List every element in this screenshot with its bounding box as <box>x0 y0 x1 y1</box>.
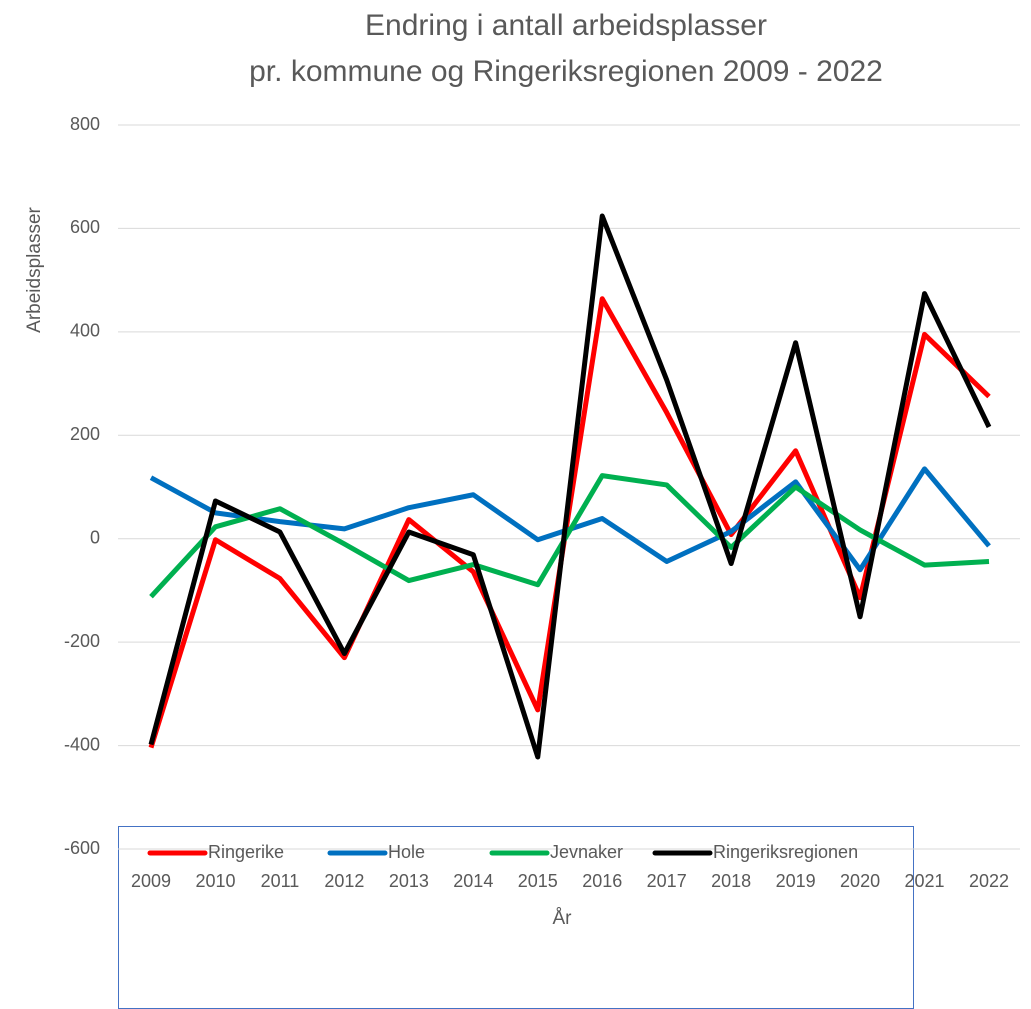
y-tick-label: 600 <box>70 217 100 237</box>
y-tick-label: -200 <box>64 631 100 651</box>
chart-title: pr. kommune og Ringeriksregionen 2009 - … <box>249 55 883 88</box>
legend-label: Ringerike <box>208 842 284 862</box>
x-tick-label: 2020 <box>840 871 880 891</box>
x-tick-label: 2011 <box>261 871 300 891</box>
x-tick-label: 2019 <box>776 871 816 891</box>
y-axis-title: Arbeidsplasser <box>24 206 45 332</box>
legend-label: Ringeriksregionen <box>713 842 858 862</box>
x-tick-label: 2022 <box>969 871 1009 891</box>
y-tick-label: 800 <box>70 114 100 134</box>
x-tick-label: 2010 <box>195 871 235 891</box>
x-tick-label: 2016 <box>582 871 622 891</box>
x-tick-label: 2015 <box>518 871 558 891</box>
x-tick-label: 2012 <box>324 871 364 891</box>
x-axis-title: År <box>553 908 573 929</box>
line-series <box>148 213 992 760</box>
x-tick-label: 2009 <box>131 871 171 891</box>
line-series <box>149 473 990 599</box>
x-tick-label: 2017 <box>647 871 687 891</box>
y-tick-label: 200 <box>70 424 100 444</box>
y-tick-label: -400 <box>64 734 100 754</box>
x-tick-label: 2013 <box>389 871 429 891</box>
chart-title: Endring i antall arbeidsplasser <box>365 9 767 42</box>
x-tick-label: 2018 <box>711 871 751 891</box>
legend-label: Jevnaker <box>550 842 623 862</box>
x-tick-label: 2021 <box>905 871 945 891</box>
y-tick-label: -600 <box>64 838 100 858</box>
y-tick-label: 0 <box>90 527 100 547</box>
y-tick-label: 400 <box>70 321 100 341</box>
x-tick-label: 2014 <box>453 871 493 891</box>
legend-label: Hole <box>388 842 425 862</box>
